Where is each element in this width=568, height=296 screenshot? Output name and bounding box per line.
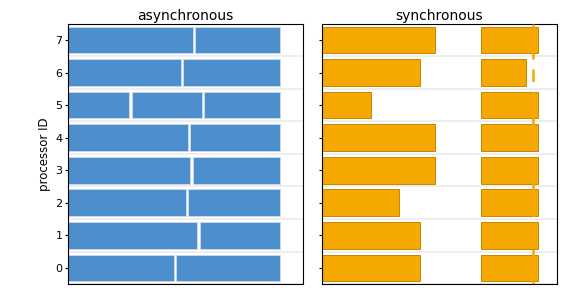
- Title: synchronous: synchronous: [395, 9, 483, 22]
- Bar: [195, 27, 279, 53]
- Bar: [482, 59, 526, 86]
- Bar: [68, 27, 193, 53]
- Bar: [482, 157, 538, 184]
- Bar: [322, 189, 399, 216]
- Bar: [68, 92, 130, 118]
- Bar: [68, 222, 197, 249]
- Bar: [482, 124, 538, 151]
- Bar: [482, 27, 538, 53]
- Bar: [482, 189, 538, 216]
- Bar: [322, 157, 435, 184]
- Bar: [68, 124, 188, 151]
- Bar: [68, 157, 190, 184]
- Bar: [68, 59, 181, 86]
- Bar: [322, 124, 435, 151]
- Bar: [322, 255, 420, 281]
- Bar: [322, 92, 371, 118]
- Bar: [482, 255, 538, 281]
- Bar: [183, 59, 279, 86]
- Bar: [200, 222, 279, 249]
- Bar: [190, 124, 279, 151]
- Bar: [322, 59, 420, 86]
- Bar: [204, 92, 279, 118]
- Bar: [322, 27, 435, 53]
- Bar: [68, 255, 174, 281]
- Bar: [482, 92, 538, 118]
- Bar: [482, 222, 538, 249]
- Title: asynchronous: asynchronous: [137, 9, 233, 22]
- Bar: [132, 92, 202, 118]
- Y-axis label: processor ID: processor ID: [38, 117, 51, 191]
- Bar: [322, 222, 420, 249]
- Bar: [188, 189, 279, 216]
- Bar: [193, 157, 279, 184]
- Bar: [176, 255, 279, 281]
- Bar: [68, 189, 186, 216]
